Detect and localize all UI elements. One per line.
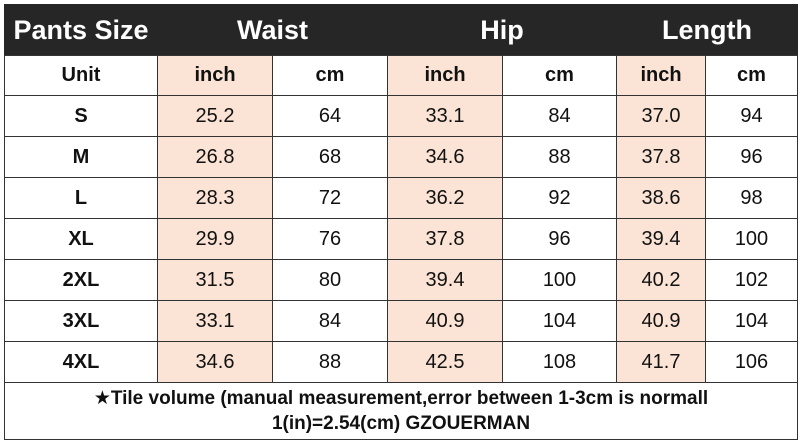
value-cell: 88 [272,341,388,383]
value-cell: 38.6 [616,177,706,219]
value-cell: 88 [502,136,617,178]
size-label: S [4,95,158,137]
value-cell: 34.6 [387,136,503,178]
value-cell: 106 [705,341,798,383]
value-cell: 37.8 [616,136,706,178]
size-label: XL [4,218,158,260]
footer-line: 1(in)=2.54(cm) GZOUERMAN [271,413,531,434]
size-label: 3XL [4,300,158,342]
value-cell: 92 [502,177,617,219]
value-cell: 64 [272,95,388,137]
value-cell: 34.6 [157,341,273,383]
value-cell: 102 [705,259,798,301]
value-cell: 31.5 [157,259,273,301]
value-cell: 25.2 [157,95,273,137]
size-label: 2XL [4,259,158,301]
value-cell: 29.9 [157,218,273,260]
value-cell: 33.1 [157,300,273,342]
value-cell: 68 [272,136,388,178]
value-cell: 84 [272,300,388,342]
value-cell: 37.0 [616,95,706,137]
value-cell: 39.4 [616,218,706,260]
size-label: M [4,136,158,178]
value-cell: 108 [502,341,617,383]
value-cell: 84 [502,95,617,137]
unit-cell: inch [616,55,706,96]
value-cell: 100 [502,259,617,301]
header-cell: Waist [157,4,388,56]
unit-cell: cm [705,55,798,96]
header-cell: Pants Size [4,4,158,56]
unit-cell: inch [387,55,503,96]
value-cell: 33.1 [387,95,503,137]
value-cell: 100 [705,218,798,260]
value-cell: 94 [705,95,798,137]
value-cell: 72 [272,177,388,219]
value-cell: 40.9 [616,300,706,342]
unit-cell: Unit [4,55,158,96]
value-cell: 40.9 [387,300,503,342]
value-cell: 104 [502,300,617,342]
footer-line: ★Tile volume (manual measurement,error b… [93,388,709,409]
value-cell: 98 [705,177,798,219]
value-cell: 37.8 [387,218,503,260]
header-cell: Length [616,4,798,56]
unit-cell: cm [502,55,617,96]
value-cell: 76 [272,218,388,260]
value-cell: 104 [705,300,798,342]
value-cell: 96 [705,136,798,178]
value-cell: 42.5 [387,341,503,383]
value-cell: 36.2 [387,177,503,219]
value-cell: 41.7 [616,341,706,383]
value-cell: 80 [272,259,388,301]
unit-cell: inch [157,55,273,96]
value-cell: 39.4 [387,259,503,301]
footer-note: ★Tile volume (manual measurement,error b… [4,382,798,440]
value-cell: 40.2 [616,259,706,301]
value-cell: 96 [502,218,617,260]
unit-cell: cm [272,55,388,96]
header-cell: Hip [387,4,617,56]
value-cell: 26.8 [157,136,273,178]
size-label: 4XL [4,341,158,383]
size-label: L [4,177,158,219]
value-cell: 28.3 [157,177,273,219]
